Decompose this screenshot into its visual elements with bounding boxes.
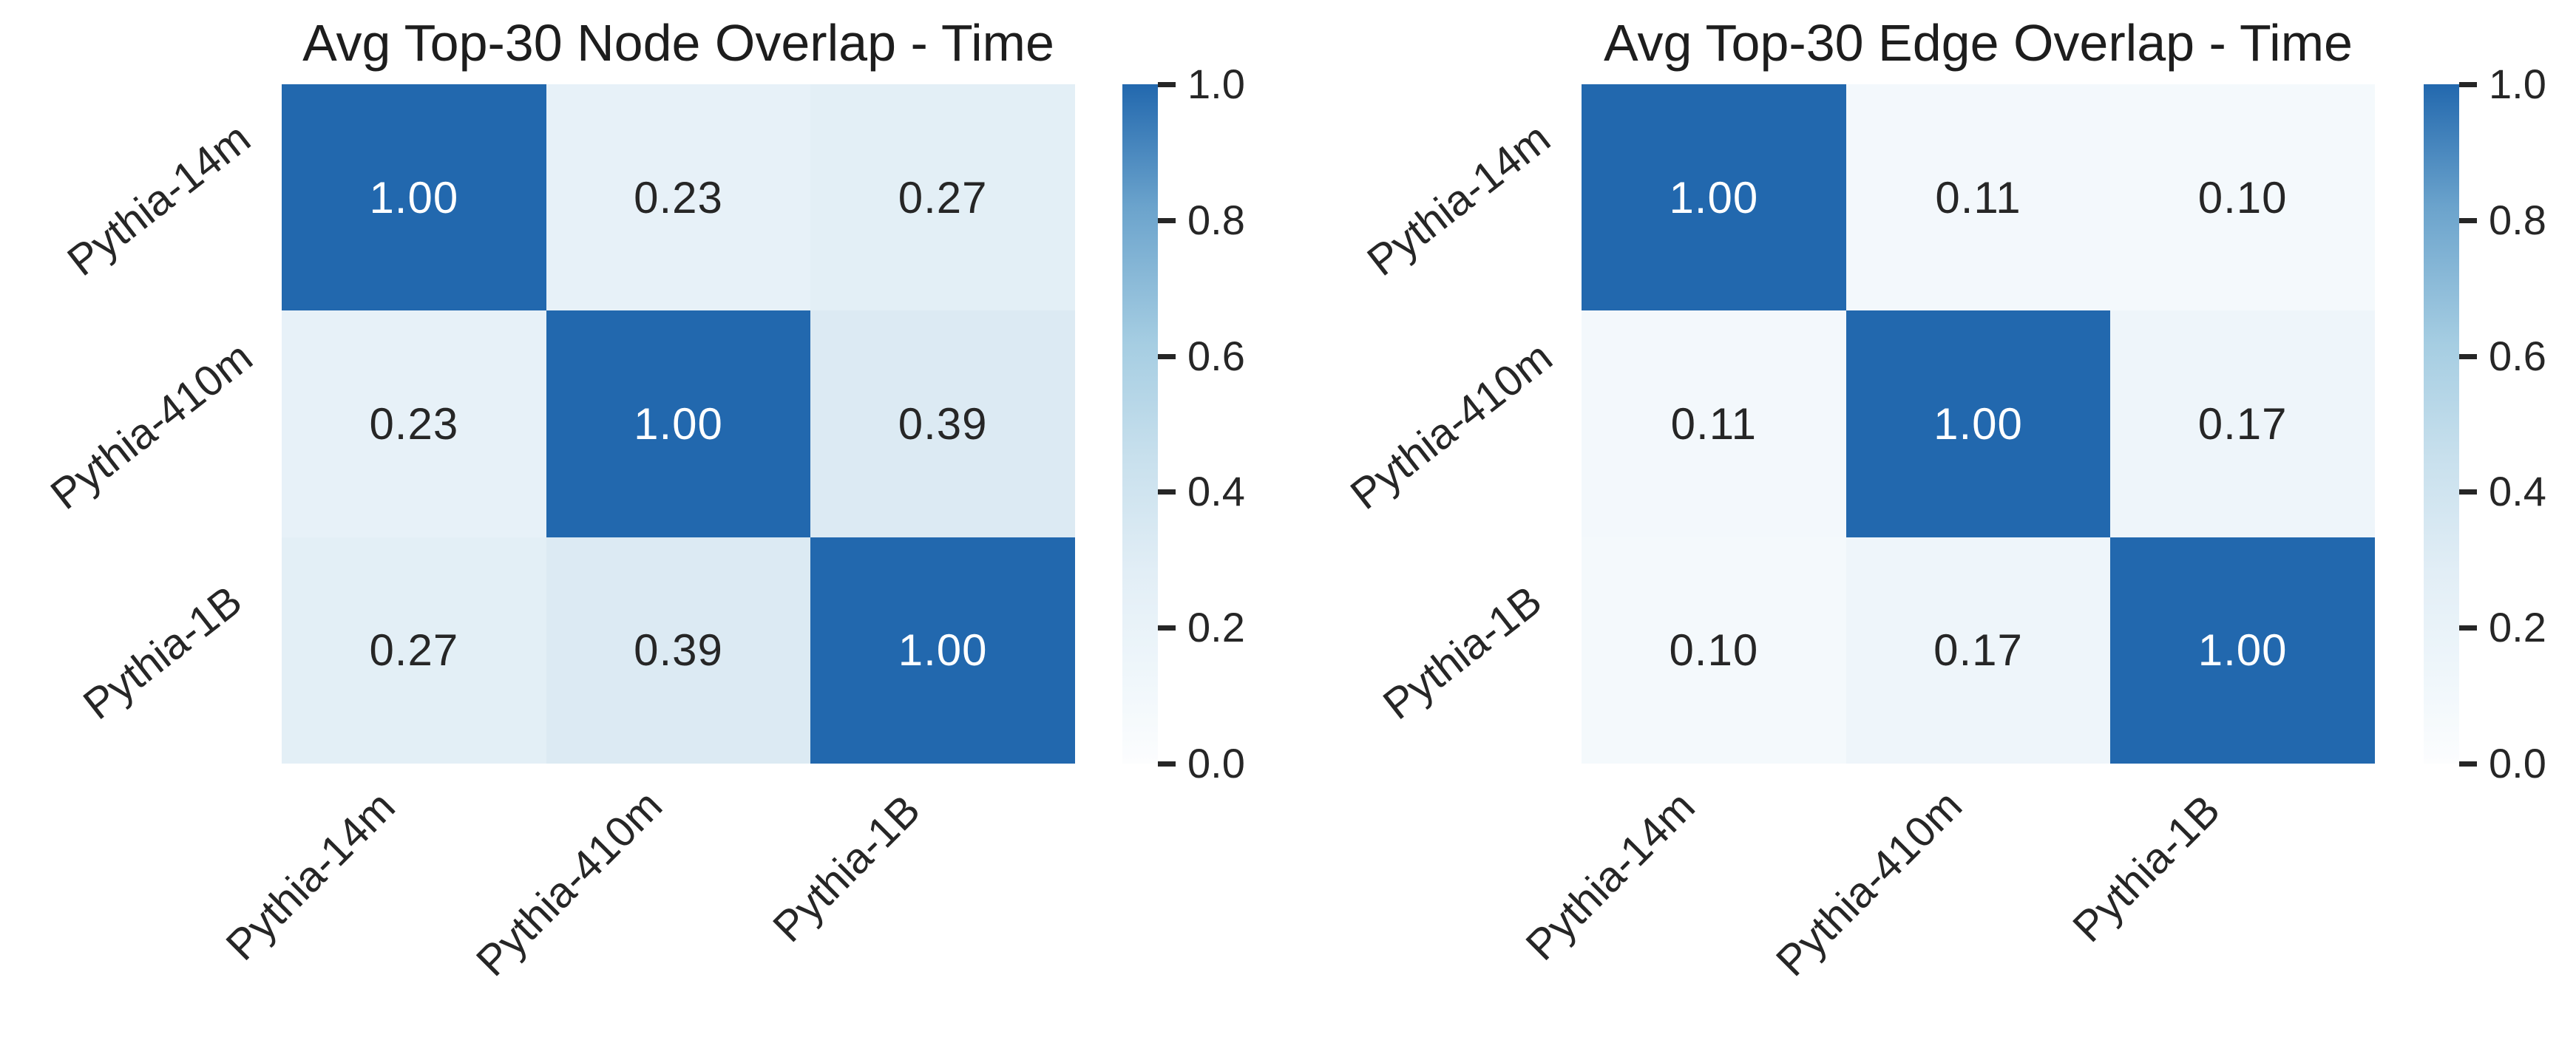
x-tick-label: Pythia-410m — [467, 781, 672, 986]
heatmap-cell: 0.39 — [810, 310, 1075, 537]
colorbar-tick — [2459, 625, 2477, 631]
heatmap-cell: 0.10 — [2110, 84, 2375, 311]
colorbar-tick — [2459, 489, 2477, 495]
heatmap-cell: 0.27 — [282, 537, 546, 764]
heatmap-cell: 0.27 — [810, 84, 1075, 311]
heatmap-cell: 0.10 — [1582, 537, 1846, 764]
x-tick-label: Pythia-1B — [764, 786, 929, 951]
colorbar — [2424, 84, 2459, 764]
y-tick-label: Pythia-1B — [1374, 576, 1551, 730]
colorbar-tick-label: 0.6 — [1187, 333, 1245, 379]
heatmap-edge-overlap: 1.00 0.11 0.10 0.11 1.00 0.17 0.10 0.17 … — [1582, 84, 2375, 764]
colorbar-tick — [1158, 218, 1176, 223]
colorbar-tick — [2459, 354, 2477, 359]
colorbar-tick-label: 0.4 — [1187, 468, 1245, 514]
heatmap-cell: 1.00 — [282, 84, 546, 311]
colorbar-tick-label: 1.0 — [2489, 61, 2546, 107]
colorbar-tick-label: 0.4 — [2489, 468, 2546, 514]
colorbar-tick-label: 1.0 — [1187, 61, 1245, 107]
heatmap-cell: 0.39 — [546, 537, 811, 764]
heatmap-cell: 0.11 — [1845, 84, 2111, 311]
chart-title-edge-overlap: Avg Top-30 Edge Overlap - Time — [1604, 14, 2353, 72]
heatmap-cell: 1.00 — [1845, 310, 2111, 537]
heatmap-cell: 1.00 — [810, 537, 1075, 764]
colorbar-tick-label: 0.6 — [2489, 333, 2546, 379]
y-tick-label: Pythia-14m — [58, 114, 260, 285]
colorbar-tick — [2459, 761, 2477, 767]
colorbar-tick — [1158, 625, 1176, 631]
colorbar-tick — [2459, 218, 2477, 223]
colorbar-tick — [1158, 82, 1176, 87]
x-tick-label: Pythia-14m — [1516, 782, 1704, 970]
colorbar-tick — [1158, 761, 1176, 767]
heatmap-cell: 0.23 — [282, 310, 546, 537]
heatmap-cell: 0.23 — [546, 84, 811, 311]
heatmap-cell: 0.17 — [2110, 310, 2375, 537]
colorbar — [1122, 84, 1158, 764]
x-tick-label: Pythia-14m — [217, 782, 404, 970]
y-tick-label: Pythia-14m — [1358, 114, 1559, 285]
heatmap-cell: 0.17 — [1845, 537, 2111, 764]
heatmap-node-overlap: 1.00 0.23 0.27 0.23 1.00 0.39 0.27 0.39 … — [282, 84, 1075, 764]
heatmap-cell: 1.00 — [546, 310, 811, 537]
colorbar-tick-label: 0.2 — [1187, 604, 1245, 650]
heatmap-cell: 1.00 — [1582, 84, 1846, 311]
colorbar-tick — [1158, 489, 1176, 495]
x-tick-label: Pythia-410m — [1766, 781, 1972, 986]
colorbar-tick — [2459, 82, 2477, 87]
y-tick-label: Pythia-410m — [41, 333, 262, 519]
colorbar-tick-label: 0.0 — [1187, 740, 1245, 787]
chart-title-node-overlap: Avg Top-30 Node Overlap - Time — [302, 14, 1054, 72]
x-tick-label: Pythia-1B — [2064, 786, 2229, 951]
colorbar-tick-label: 0.2 — [2489, 604, 2546, 650]
heatmap-cell: 0.11 — [1582, 310, 1846, 537]
colorbar-tick — [1158, 354, 1176, 359]
colorbar-tick-label: 0.0 — [2489, 740, 2546, 787]
heatmap-cell: 1.00 — [2110, 537, 2375, 764]
y-tick-label: Pythia-1B — [74, 576, 251, 730]
y-tick-label: Pythia-410m — [1341, 333, 1562, 519]
colorbar-tick-label: 0.8 — [2489, 197, 2546, 243]
colorbar-tick-label: 0.8 — [1187, 197, 1245, 243]
